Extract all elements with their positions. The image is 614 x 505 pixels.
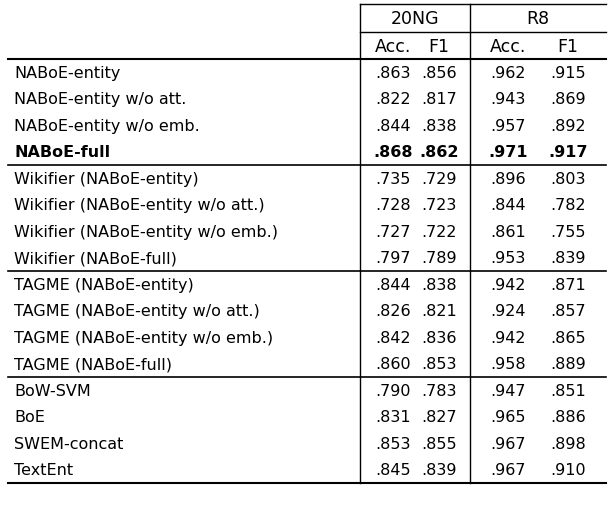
Text: TextEnt: TextEnt [14,463,73,477]
Text: .967: .967 [491,436,526,451]
Text: .958: .958 [490,357,526,372]
Text: .838: .838 [421,119,457,133]
Text: .943: .943 [491,92,526,107]
Text: BoW-SVM: BoW-SVM [14,383,91,398]
Text: .842: .842 [375,330,411,345]
Text: .803: .803 [550,171,586,186]
Text: .871: .871 [550,277,586,292]
Text: Acc.: Acc. [375,37,411,56]
Text: R8: R8 [526,10,550,28]
Text: .817: .817 [421,92,457,107]
Text: .962: .962 [491,66,526,81]
Text: .855: .855 [421,436,457,451]
Text: .857: .857 [550,304,586,319]
Text: .886: .886 [550,410,586,424]
Text: .844: .844 [375,119,411,133]
Text: F1: F1 [429,37,449,56]
Text: .836: .836 [421,330,457,345]
Text: .862: .862 [419,145,459,160]
Text: .729: .729 [421,171,457,186]
Text: NABoE-entity: NABoE-entity [14,66,120,81]
Text: .851: .851 [550,383,586,398]
Text: .845: .845 [375,463,411,477]
Text: .863: .863 [375,66,411,81]
Text: 20NG: 20NG [391,10,439,28]
Text: .797: .797 [375,251,411,266]
Text: .965: .965 [491,410,526,424]
Text: .844: .844 [490,198,526,213]
Text: NABoE-full: NABoE-full [14,145,110,160]
Text: Acc.: Acc. [490,37,526,56]
Text: .826: .826 [375,304,411,319]
Text: NABoE-entity w/o emb.: NABoE-entity w/o emb. [14,119,200,133]
Text: .782: .782 [550,198,586,213]
Text: .865: .865 [550,330,586,345]
Text: TAGME (NABoE-full): TAGME (NABoE-full) [14,357,172,372]
Text: .727: .727 [375,224,411,239]
Text: .822: .822 [375,92,411,107]
Text: .853: .853 [421,357,457,372]
Text: .728: .728 [375,198,411,213]
Text: BoE: BoE [14,410,45,424]
Text: .889: .889 [550,357,586,372]
Text: .924: .924 [491,304,526,319]
Text: .868: .868 [373,145,413,160]
Text: .856: .856 [421,66,457,81]
Text: .790: .790 [375,383,411,398]
Text: .789: .789 [421,251,457,266]
Text: .861: .861 [490,224,526,239]
Text: .735: .735 [375,171,411,186]
Text: .821: .821 [421,304,457,319]
Text: TAGME (NABoE-entity w/o emb.): TAGME (NABoE-entity w/o emb.) [14,330,273,345]
Text: TAGME (NABoE-entity): TAGME (NABoE-entity) [14,277,194,292]
Text: .831: .831 [375,410,411,424]
Text: .723: .723 [422,198,457,213]
Text: .722: .722 [421,224,457,239]
Text: .971: .971 [488,145,528,160]
Text: .917: .917 [548,145,588,160]
Text: .892: .892 [550,119,586,133]
Text: .957: .957 [491,119,526,133]
Text: NABoE-entity w/o att.: NABoE-entity w/o att. [14,92,187,107]
Text: SWEM-concat: SWEM-concat [14,436,123,451]
Text: .915: .915 [550,66,586,81]
Text: .860: .860 [375,357,411,372]
Text: Wikifier (NABoE-entity): Wikifier (NABoE-entity) [14,171,198,186]
Text: .953: .953 [491,251,526,266]
Text: .942: .942 [491,330,526,345]
Text: .898: .898 [550,436,586,451]
Text: TAGME (NABoE-entity w/o att.): TAGME (NABoE-entity w/o att.) [14,304,260,319]
Text: Wikifier (NABoE-entity w/o emb.): Wikifier (NABoE-entity w/o emb.) [14,224,278,239]
Text: .896: .896 [490,171,526,186]
Text: .844: .844 [375,277,411,292]
Text: .839: .839 [550,251,586,266]
Text: .827: .827 [421,410,457,424]
Text: .942: .942 [491,277,526,292]
Text: .783: .783 [421,383,457,398]
Text: Wikifier (NABoE-entity w/o att.): Wikifier (NABoE-entity w/o att.) [14,198,265,213]
Text: .838: .838 [421,277,457,292]
Text: .947: .947 [491,383,526,398]
Text: F1: F1 [558,37,578,56]
Text: Wikifier (NABoE-full): Wikifier (NABoE-full) [14,251,177,266]
Text: .869: .869 [550,92,586,107]
Text: .910: .910 [550,463,586,477]
Text: .839: .839 [421,463,457,477]
Text: .853: .853 [375,436,411,451]
Text: .755: .755 [550,224,586,239]
Text: .967: .967 [491,463,526,477]
